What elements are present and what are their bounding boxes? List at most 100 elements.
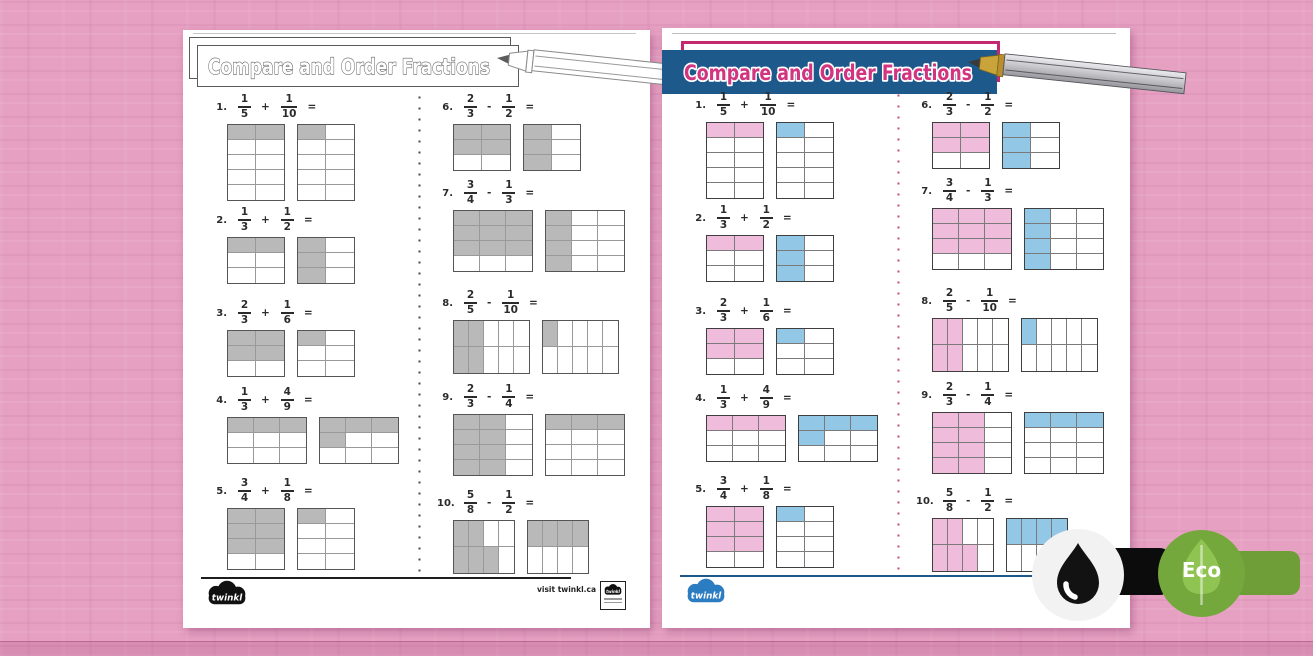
problem-10: 10. 5 8-1 2 =	[916, 486, 1068, 572]
fraction-grid	[932, 318, 1009, 372]
fraction-bar	[717, 310, 730, 312]
grid-cell	[961, 123, 989, 138]
ink-drop-badge	[1032, 529, 1124, 621]
problem-7: 7. 3 4-1 3 =	[437, 178, 625, 272]
fraction-denominator: 3	[719, 219, 728, 232]
fraction-numerator: 1	[507, 288, 515, 301]
fraction-bar	[280, 399, 294, 401]
grid-cell	[963, 545, 978, 571]
equals-sign: =	[1004, 389, 1014, 401]
problem-number: 5.	[695, 483, 706, 495]
grid-cell	[256, 346, 284, 361]
grid-cell	[985, 458, 1011, 473]
grid-cell	[603, 321, 618, 347]
grid-cell	[298, 155, 326, 170]
equals-sign: =	[1004, 99, 1014, 111]
grid-cell	[1037, 345, 1052, 371]
grid-cell	[933, 239, 959, 254]
grid-cell	[799, 416, 825, 431]
grid-cell	[573, 521, 588, 547]
grid-cell	[805, 183, 833, 198]
fraction-numerator: 1	[984, 380, 992, 393]
fraction-numerator: 3	[945, 176, 954, 189]
fraction-grid	[453, 520, 515, 574]
fraction-bar	[464, 192, 477, 194]
grid-cell	[707, 153, 735, 168]
grid-cell	[959, 443, 985, 458]
fraction-grid	[523, 124, 581, 171]
grid-cell	[735, 123, 763, 138]
problem-6: 6. 2 3-1 2 =	[916, 90, 1060, 169]
grid-cell	[1031, 153, 1059, 168]
grid-cell	[1007, 545, 1022, 571]
grid-cell	[805, 168, 833, 183]
fraction-grid	[932, 412, 1012, 474]
grid-cell	[993, 345, 1008, 371]
problem-number: 8.	[921, 295, 932, 307]
grid-cell	[454, 125, 482, 140]
grid-cell	[603, 347, 618, 373]
grid-cell	[959, 413, 985, 428]
grid-cell	[546, 460, 572, 475]
grid-cell	[524, 140, 552, 155]
grid-cell	[933, 224, 959, 239]
grid-cell	[777, 183, 805, 198]
dotted-divider	[897, 90, 900, 570]
grid-cell	[572, 430, 598, 445]
fraction-denominator: 2	[283, 221, 291, 234]
grid-cell	[484, 321, 499, 347]
grid-cell	[256, 268, 284, 283]
grid-cell	[372, 448, 398, 463]
problem-number: 5.	[216, 485, 227, 497]
ink-drop-icon	[1057, 543, 1099, 604]
fraction-bar	[981, 500, 995, 502]
fraction-numerator: 2	[466, 288, 475, 301]
grid-cell	[959, 458, 985, 473]
operator: +	[740, 305, 749, 317]
fraction-grid	[706, 122, 764, 199]
grid-cell	[707, 329, 735, 344]
grid-cell	[506, 460, 532, 475]
problem-number: 2.	[216, 214, 227, 226]
equals-sign: =	[1004, 495, 1014, 507]
grid-cell	[978, 345, 993, 371]
visit-link-text: visit twinkl.ca	[537, 585, 597, 594]
grid-cell	[759, 431, 785, 446]
grid-cell	[733, 446, 759, 461]
grid-cell	[454, 415, 480, 430]
problem-9: 9. 2 3-1 4 =	[437, 382, 625, 476]
grid-cell	[1082, 319, 1097, 345]
grid-cell	[1003, 153, 1031, 168]
grid-cell	[326, 361, 354, 376]
fraction-bar	[943, 300, 956, 302]
grid-cell	[572, 256, 598, 271]
grid-cell	[546, 211, 572, 226]
grid-cell	[228, 346, 256, 361]
grid-cell	[480, 460, 506, 475]
grid-cell	[707, 168, 735, 183]
fraction-numerator: 5	[945, 486, 954, 499]
grid-cell	[777, 236, 805, 251]
grid-cell	[558, 547, 573, 573]
grid-cell	[961, 153, 989, 168]
fraction-denominator: 3	[719, 399, 728, 412]
grid-cell	[777, 123, 805, 138]
grid-cell	[326, 509, 354, 524]
stacked-sheet-edge	[672, 33, 1116, 34]
grid-cell	[228, 433, 254, 448]
problem-number: 2.	[695, 212, 706, 224]
grid-cell	[480, 415, 506, 430]
grid-cell	[546, 445, 572, 460]
fraction-bar	[981, 190, 995, 192]
fraction-denominator: 3	[466, 108, 475, 121]
